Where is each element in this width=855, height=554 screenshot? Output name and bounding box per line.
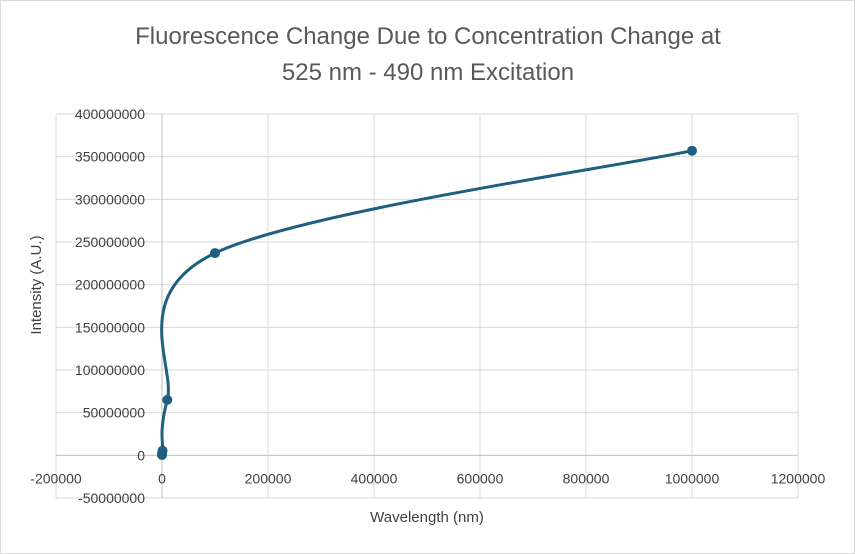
data-point — [162, 394, 173, 405]
y-tick-label: 100000000 — [75, 362, 145, 378]
y-tick-label: 150000000 — [75, 319, 145, 335]
x-tick-label: 800000 — [563, 470, 610, 486]
tick-labels: -200000 0 200000 400000 600000 800000 1000000 1… — [30, 106, 825, 506]
x-tick-label: 400000 — [351, 470, 398, 486]
y-axis-label: Intensity (A.U.) — [28, 235, 45, 334]
y-tick-label: 350000000 — [75, 149, 145, 165]
x-axis-label: Wavelength (nm) — [370, 509, 484, 526]
series-line — [160, 149, 693, 457]
data-point — [210, 248, 220, 259]
x-tick-label: 200000 — [245, 470, 292, 486]
y-tick-label: 250000000 — [75, 234, 145, 250]
data-series — [157, 145, 697, 460]
grid-lines — [55, 113, 799, 499]
chart-title-line-1: Fluorescence Change Due to Concentration… — [135, 23, 721, 50]
y-tick-label: 50000000 — [83, 405, 146, 421]
x-tick-label: 0 — [158, 470, 166, 486]
x-tick-label: 1200000 — [771, 470, 826, 486]
y-tick-label: 300000000 — [75, 191, 145, 207]
y-tick-label: -50000000 — [78, 490, 145, 506]
x-tick-label: -200000 — [30, 470, 82, 486]
x-tick-label: 1000000 — [665, 470, 720, 486]
y-tick-label: 200000000 — [75, 277, 145, 293]
x-tick-label: 600000 — [457, 470, 504, 486]
data-point — [687, 145, 697, 156]
chart-title-line-2: 525 nm - 490 nm Excitation — [282, 59, 574, 86]
y-tick-label: 0 — [137, 447, 145, 463]
data-point — [157, 445, 168, 456]
y-tick-label: 400000000 — [75, 106, 145, 122]
axes — [56, 114, 798, 498]
